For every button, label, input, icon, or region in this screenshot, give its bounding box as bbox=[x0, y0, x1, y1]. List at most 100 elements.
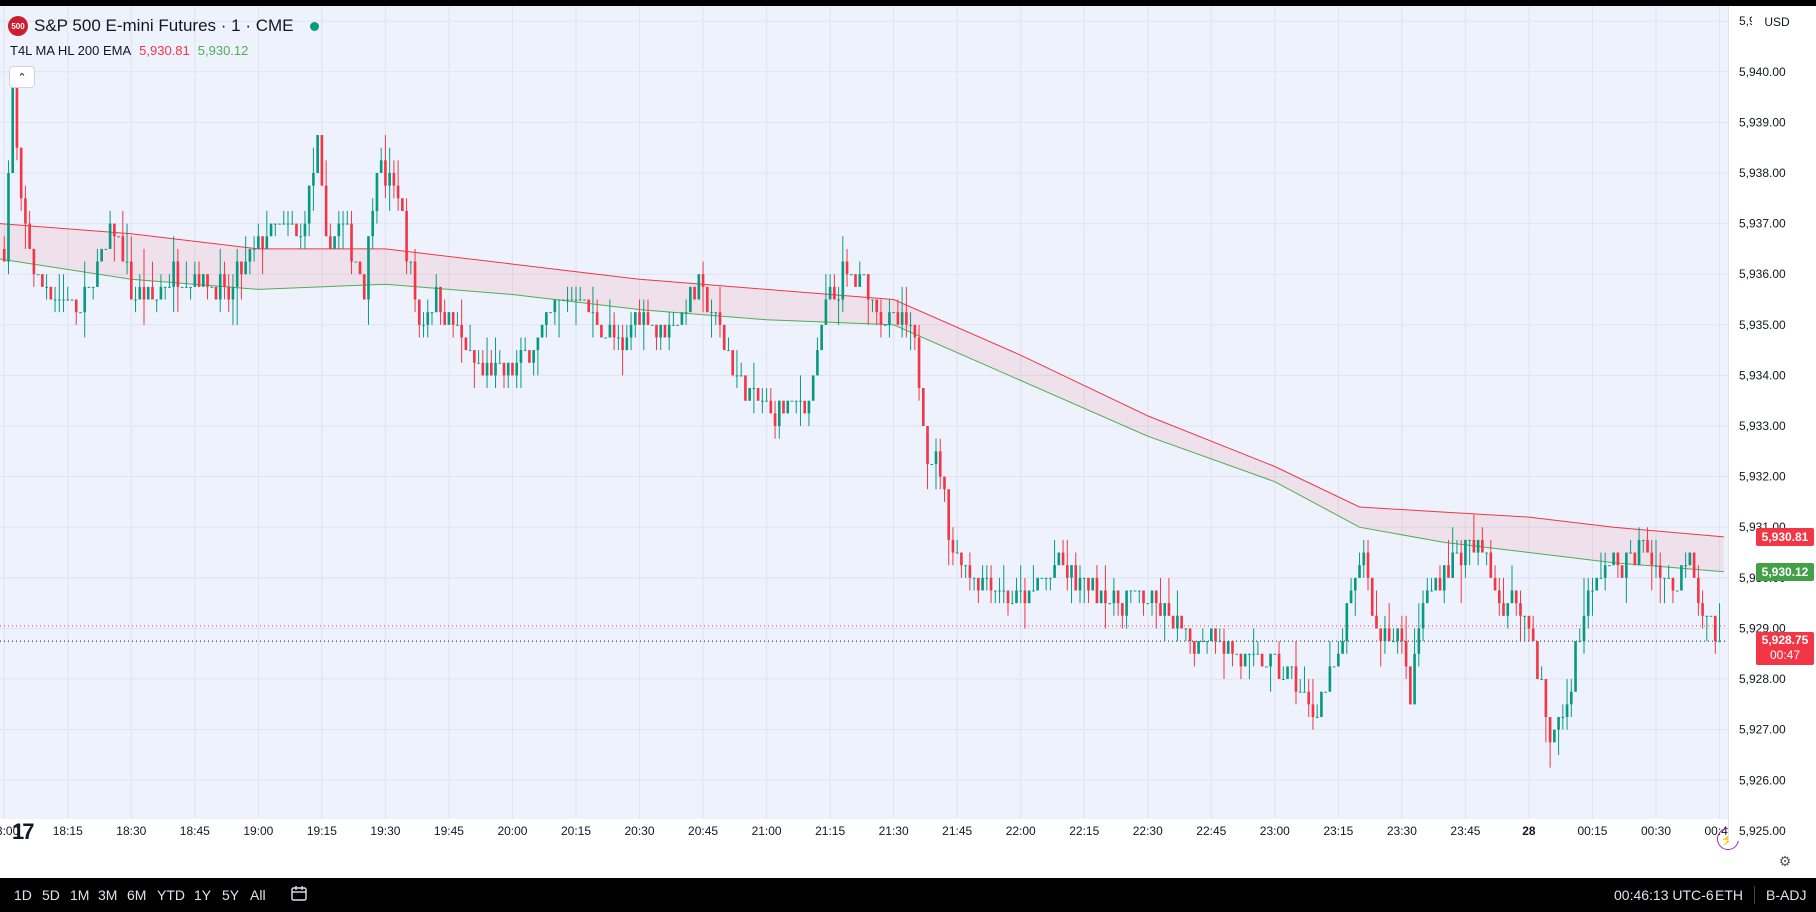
candle-body bbox=[142, 286, 146, 300]
candle bbox=[1290, 666, 1294, 680]
candle-body bbox=[28, 223, 31, 249]
candle bbox=[1222, 628, 1226, 680]
candle-body bbox=[62, 299, 65, 301]
candle bbox=[1472, 514, 1476, 553]
symbol-legend[interactable]: 500 S&P 500 E-mini Futures · 1 · CME bbox=[8, 16, 319, 36]
candle-body bbox=[1197, 641, 1200, 654]
collapse-legend-button[interactable]: ⌃ bbox=[9, 66, 35, 88]
candle-body bbox=[871, 299, 874, 301]
symbol-title[interactable]: S&P 500 E-mini Futures · 1 · CME bbox=[34, 16, 294, 35]
candle-body bbox=[1595, 577, 1599, 591]
candle-body bbox=[608, 324, 612, 338]
candle bbox=[223, 261, 226, 300]
candle-body bbox=[210, 286, 214, 288]
tradingview-logo[interactable]: 17 bbox=[12, 819, 35, 844]
candle bbox=[362, 274, 366, 300]
candle-body bbox=[841, 261, 845, 300]
timeframe-1m[interactable]: 1M bbox=[70, 887, 90, 903]
price-axis[interactable]: 5,925.00 5,926.00 5,927.00 5,928.00 5,929.00… bbox=[1729, 6, 1816, 841]
candle bbox=[248, 248, 252, 275]
candle-body bbox=[489, 362, 493, 376]
candle bbox=[252, 236, 256, 262]
candle bbox=[392, 160, 396, 199]
candle-body bbox=[1239, 653, 1243, 667]
candle-body bbox=[456, 324, 459, 326]
timeframe-5d[interactable]: 5D bbox=[42, 887, 60, 903]
candle-body bbox=[650, 324, 654, 326]
candle bbox=[100, 248, 103, 262]
candle bbox=[354, 261, 358, 263]
candle-body bbox=[1362, 552, 1366, 566]
candle-body bbox=[362, 274, 366, 300]
candle-body bbox=[1087, 577, 1090, 591]
chart-plot-area[interactable]: 18:00 18:15 18:30 18:45 19:00 19:15 19:30 19:45… bbox=[0, 6, 1739, 850]
indicator-name[interactable]: T4L MA HL 200 EMA bbox=[10, 43, 132, 58]
chart-canvas[interactable]: 18:00 18:15 18:30 18:45 19:00 19:15 19:30 19:45… bbox=[0, 6, 1728, 841]
price-tick-label: 5,937.00 bbox=[1739, 217, 1786, 231]
candle bbox=[1332, 666, 1336, 668]
candle bbox=[1442, 565, 1446, 604]
candle bbox=[1104, 565, 1107, 629]
candle-body bbox=[1070, 565, 1073, 578]
candle bbox=[1616, 552, 1620, 578]
candle bbox=[523, 337, 527, 352]
candle bbox=[473, 350, 476, 389]
candle bbox=[1671, 577, 1675, 604]
candle-body bbox=[1163, 603, 1167, 616]
candle bbox=[11, 71, 15, 173]
session-button[interactable]: ETH bbox=[1715, 887, 1743, 903]
candle bbox=[447, 312, 451, 325]
candle-body bbox=[718, 312, 722, 325]
candle bbox=[1481, 527, 1484, 553]
candle bbox=[625, 324, 629, 351]
timeframe-6m[interactable]: 6M bbox=[127, 887, 147, 903]
candle-body bbox=[655, 324, 658, 338]
candle-body bbox=[1641, 539, 1645, 541]
candle-body bbox=[659, 324, 663, 338]
timeframe-ytd[interactable]: YTD bbox=[157, 887, 185, 903]
timeframe-all[interactable]: All bbox=[250, 887, 266, 903]
bar-countdown: 00:47 bbox=[1769, 648, 1801, 663]
timeframe-1y[interactable]: 1Y bbox=[194, 887, 212, 903]
candle-body bbox=[1040, 577, 1044, 579]
candle-body bbox=[1417, 628, 1421, 654]
candle bbox=[866, 274, 870, 325]
candle-body bbox=[375, 173, 379, 211]
timeframe-3m[interactable]: 3M bbox=[98, 887, 118, 903]
indicator-legend[interactable]: T4L MA HL 200 EMA 5,930.81 5,930.12 bbox=[10, 43, 248, 58]
candle bbox=[1684, 552, 1687, 578]
candle-body bbox=[1065, 565, 1069, 578]
candle bbox=[1396, 628, 1399, 654]
candle-body bbox=[506, 362, 510, 376]
date-range-calendar-icon[interactable] bbox=[290, 884, 308, 902]
candle bbox=[917, 324, 921, 401]
candle-body bbox=[528, 350, 531, 363]
price-axis-panel[interactable]: 5,925.00 5,926.00 5,927.00 5,928.00 5,929.00… bbox=[1728, 6, 1816, 841]
candle bbox=[117, 236, 120, 238]
candle bbox=[595, 299, 599, 325]
timeframe-1d[interactable]: 1D bbox=[14, 887, 32, 903]
candle bbox=[1637, 527, 1641, 566]
candle bbox=[1561, 704, 1565, 730]
candle bbox=[1061, 539, 1065, 566]
timeframe-5y[interactable]: 5Y bbox=[222, 887, 240, 903]
candle bbox=[1345, 603, 1349, 654]
candle-body bbox=[1315, 717, 1319, 719]
settings-icon[interactable]: ⚙ bbox=[1778, 852, 1792, 869]
candle bbox=[1430, 577, 1433, 592]
candle-body bbox=[1167, 603, 1171, 616]
candle bbox=[777, 400, 781, 439]
candle-body bbox=[1396, 628, 1399, 642]
candle bbox=[803, 400, 807, 414]
adjustment-button[interactable]: B-ADJ bbox=[1766, 887, 1807, 903]
clock[interactable]: 00:46:13 UTC-6 bbox=[1614, 887, 1714, 903]
candle-body bbox=[358, 261, 362, 275]
currency-button[interactable]: USD bbox=[1752, 12, 1802, 32]
candle-body bbox=[1578, 641, 1582, 643]
candle-body bbox=[1307, 691, 1311, 705]
candle bbox=[824, 274, 828, 325]
candle-body bbox=[1019, 590, 1023, 592]
candle-body bbox=[299, 236, 303, 238]
candle bbox=[261, 236, 264, 275]
candle bbox=[947, 489, 951, 566]
